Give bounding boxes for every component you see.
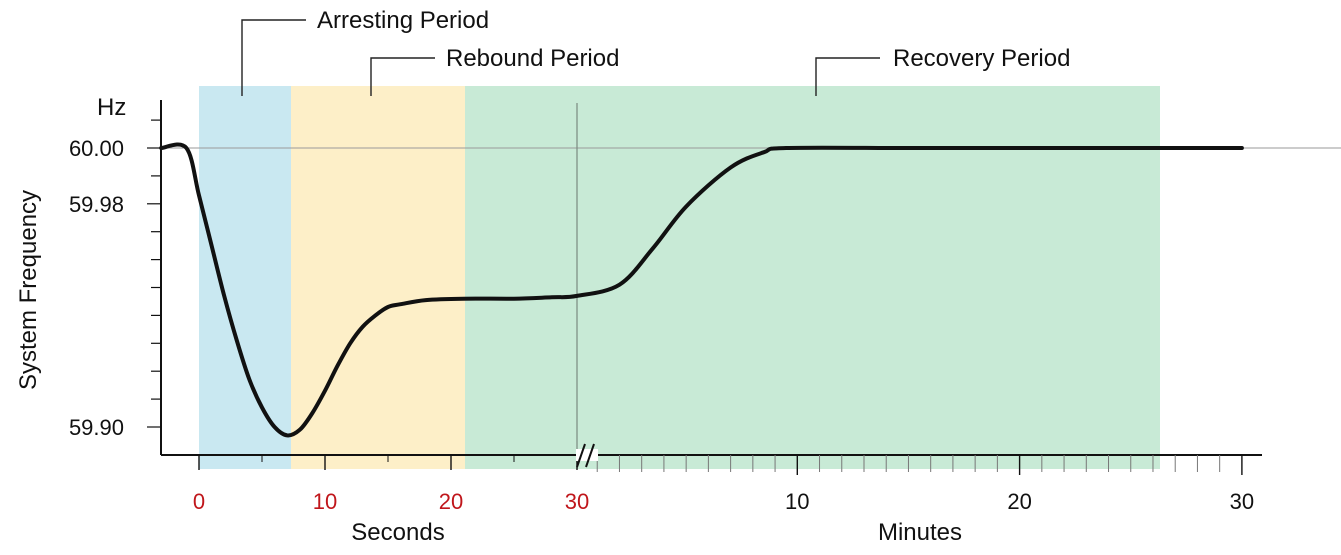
- x-tick-label-seconds: 30: [565, 489, 589, 514]
- x-tick-label-minutes: 30: [1230, 489, 1254, 514]
- period-label-arresting: Arresting Period: [317, 7, 489, 34]
- x-tick-label-minutes: 10: [785, 489, 809, 514]
- x-tick-label-seconds: 0: [193, 489, 205, 514]
- callout-leader-arresting: [241, 19, 306, 96]
- period-bands: [199, 86, 1160, 469]
- period-label-rebound: Rebound Period: [446, 45, 619, 72]
- y-tick-label: 60.00: [69, 136, 124, 161]
- band-arresting: [199, 86, 291, 469]
- axis-break-slash: [585, 443, 595, 468]
- frequency-series-line: [159, 142, 1244, 438]
- x-tick-label-seconds: 20: [439, 489, 463, 514]
- y-tick-label: 59.90: [69, 415, 124, 440]
- x-tick-label-minutes: 20: [1007, 489, 1031, 514]
- y-axis-title: System Frequency: [15, 190, 42, 390]
- series-group: [159, 142, 1244, 438]
- axes: 60.00 59.98 59.90 0 10 20 30 10 20 30: [69, 100, 1262, 514]
- x-axis-seconds-title: Seconds: [351, 519, 444, 546]
- labels-group: Hz System Frequency Seconds Minutes Arre…: [15, 7, 1070, 546]
- x-tick-label-seconds: 10: [313, 489, 337, 514]
- band-recovery: [465, 86, 1160, 469]
- y-unit-label: Hz: [97, 94, 126, 121]
- y-tick-label: 59.98: [69, 192, 124, 217]
- period-label-recovery: Recovery Period: [893, 45, 1070, 72]
- band-rebound: [291, 86, 465, 469]
- x-axis-minutes-title: Minutes: [878, 519, 962, 546]
- callout-leader-recovery: [815, 57, 880, 96]
- callout-leader-rebound: [370, 57, 435, 96]
- axis-break-slash: [576, 443, 586, 468]
